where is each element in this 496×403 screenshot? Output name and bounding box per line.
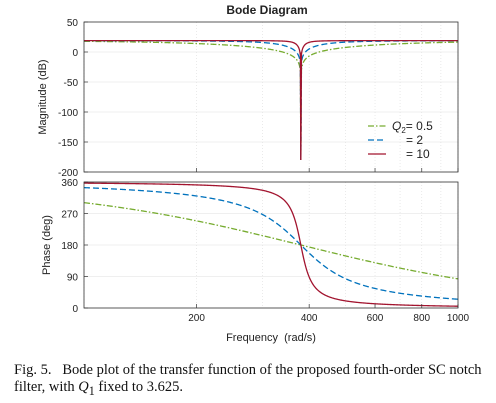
x-tick-label: 800 xyxy=(413,313,430,324)
x-axis-label: Frequency (rad/s) xyxy=(226,332,316,344)
legend-label: = 10 xyxy=(406,147,430,161)
x-tick-label: 600 xyxy=(367,313,384,324)
figure-caption: Fig. 5. Bode plot of the transfer functi… xyxy=(14,362,484,400)
magnitude-y-tick-label: -50 xyxy=(64,78,79,89)
legend-q-subscript: 2 xyxy=(401,126,406,135)
legend-q-symbol: Q xyxy=(392,119,401,133)
phase-y-tick-label: 360 xyxy=(61,178,78,189)
legend-label: = 2 xyxy=(406,133,423,147)
phase-series-line xyxy=(83,186,459,300)
magnitude-y-tick-label: 50 xyxy=(67,18,79,29)
magnitude-y-tick-label: -200 xyxy=(58,168,78,179)
phase-series-line xyxy=(83,201,459,280)
magnitude-plot-area xyxy=(84,22,458,172)
magnitude-y-tick-label: 0 xyxy=(72,48,78,59)
legend-entry: = 2 xyxy=(406,133,423,147)
legend: Q2= 0.5= 2= 10 xyxy=(368,119,433,161)
phase-y-tick-label: 180 xyxy=(61,241,78,252)
caption-text: Bode plot of the transfer function of th… xyxy=(14,362,482,395)
chart-title: Bode Diagram xyxy=(226,3,307,17)
bode-figure: Bode Diagram 50 0 -50 -100 -150 -200 Magnitud… xyxy=(37,3,470,344)
magnitude-y-tick-label: -100 xyxy=(58,108,78,119)
phase-panel: 360 270 180 90 0 200 400 600 800 1000 Phase (deg… xyxy=(41,168,470,344)
legend-entry: Q2= 0.5 xyxy=(392,119,433,135)
legend-label: = 0.5 xyxy=(406,119,433,133)
phase-y-tick-label: 270 xyxy=(61,210,78,221)
x-tick-label: 400 xyxy=(301,313,318,324)
x-tick-label: 1000 xyxy=(447,313,470,324)
phase-y-tick-label: 90 xyxy=(67,273,79,284)
phase-y-axis-label: Phase (deg) xyxy=(41,215,53,275)
magnitude-y-axis-label: Magnitude (dB) xyxy=(37,59,49,134)
phase-y-tick-label: 0 xyxy=(72,304,78,315)
caption-label: Fig. 5. xyxy=(14,362,52,378)
caption-q-symbol: Q xyxy=(78,379,89,395)
magnitude-series-line xyxy=(83,40,459,161)
caption-q-subscript: 1 xyxy=(88,383,95,398)
magnitude-panel: 50 0 -50 -100 -150 -200 Magnitude (dB) Q2= 0.… xyxy=(37,18,459,179)
x-tick-label: 200 xyxy=(188,313,205,324)
magnitude-y-tick-label: -150 xyxy=(58,138,78,149)
phase-series-line xyxy=(83,182,459,307)
caption-text-end: fixed to 3.625. xyxy=(94,379,183,395)
magnitude-series-line xyxy=(84,39,458,161)
legend-entry: = 10 xyxy=(406,147,430,161)
